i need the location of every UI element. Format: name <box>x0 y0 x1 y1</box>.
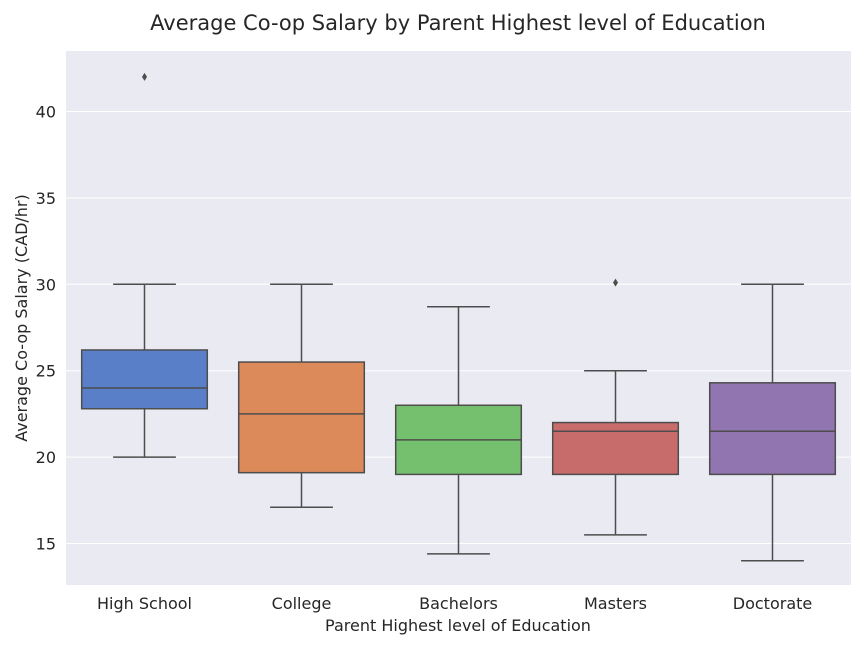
y-tick-label: 25 <box>36 362 56 381</box>
y-tick-label: 35 <box>36 189 56 208</box>
box-series <box>80 72 837 562</box>
x-tick-label: Masters <box>584 594 647 613</box>
y-axis-label: Average Co-op Salary (CAD/hr) <box>12 194 31 442</box>
box-high-school <box>80 72 209 458</box>
y-tick-label: 40 <box>36 102 56 121</box>
x-axis-label: Parent Highest level of Education <box>325 616 591 635</box>
outlier-point <box>613 278 618 287</box>
y-tick-label: 15 <box>36 535 56 554</box>
y-tick-labels: 15 20 25 30 35 40 <box>36 102 56 553</box>
x-tick-label: Bachelors <box>419 594 498 613</box>
x-tick-label: Doctorate <box>733 594 812 613</box>
x-tick-label: College <box>272 594 332 613</box>
chart-title: Average Co-op Salary by Parent Highest l… <box>150 11 766 35</box>
iqr-box <box>551 421 680 476</box>
iqr-box <box>708 382 837 476</box>
y-tick-label: 20 <box>36 448 56 467</box>
iqr-box <box>80 349 209 410</box>
outlier-point <box>142 72 147 81</box>
box-doctorate <box>708 283 837 562</box>
iqr-box <box>237 361 366 474</box>
box-college <box>237 283 366 508</box>
x-tick-label: High School <box>97 594 192 613</box>
box-masters <box>551 278 680 536</box>
x-tick-labels: High School College Bachelors Masters Doctor… <box>97 594 812 613</box>
y-tick-label: 30 <box>36 275 56 294</box>
box-bachelors <box>394 306 523 555</box>
